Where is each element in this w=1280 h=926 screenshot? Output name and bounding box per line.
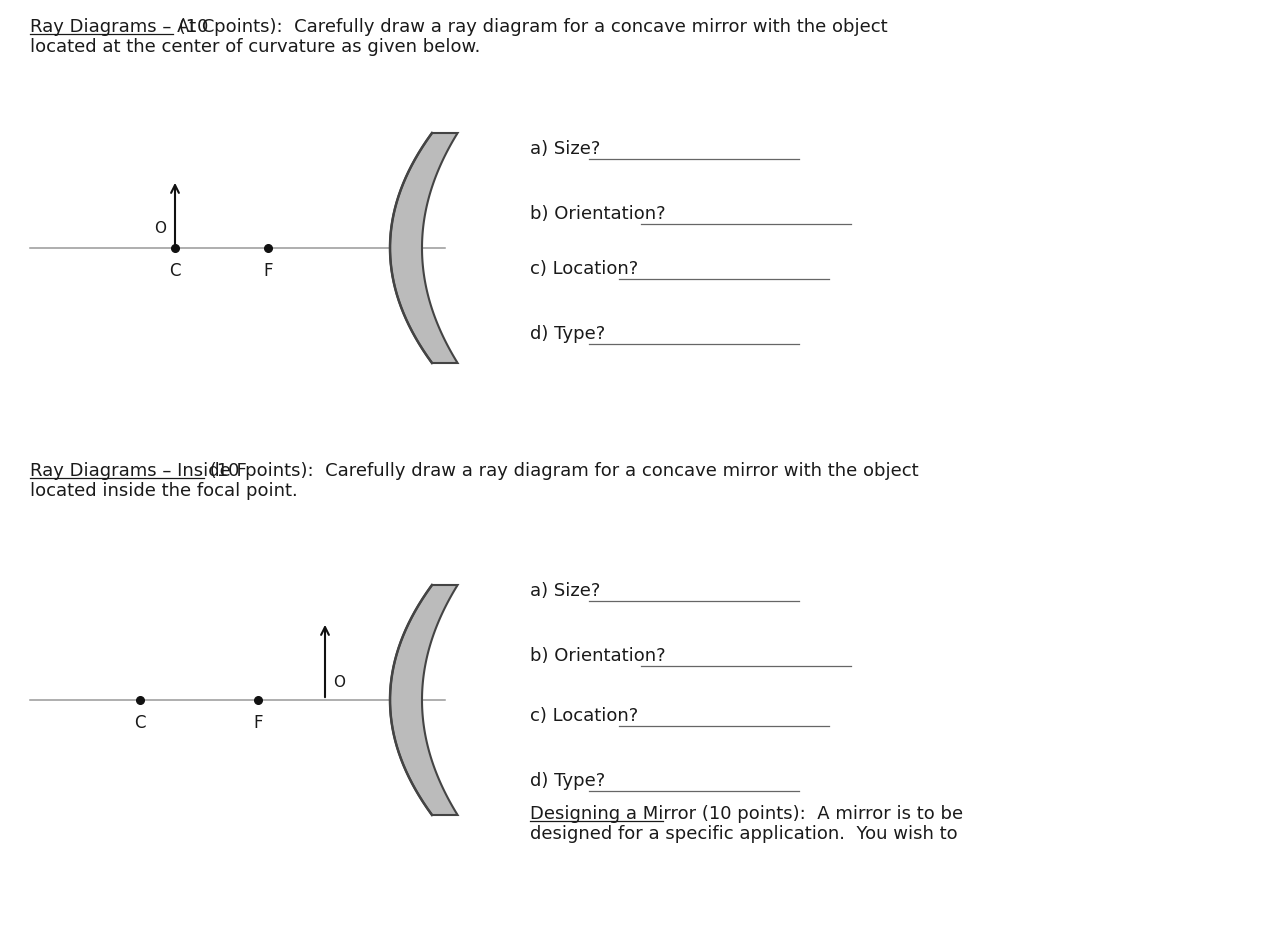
Text: C: C (169, 262, 180, 280)
Text: located at the center of curvature as given below.: located at the center of curvature as gi… (29, 38, 480, 56)
Text: a) Size?: a) Size? (530, 140, 600, 158)
Text: designed for a specific application.  You wish to: designed for a specific application. You… (530, 825, 957, 843)
Polygon shape (390, 133, 458, 363)
Text: (10 points):  Carefully draw a ray diagram for a concave mirror with the object: (10 points): Carefully draw a ray diagra… (174, 18, 888, 36)
Polygon shape (390, 585, 458, 815)
Text: b) Orientation?: b) Orientation? (530, 205, 666, 223)
Text: d) Type?: d) Type? (530, 325, 605, 343)
Text: d) Type?: d) Type? (530, 772, 605, 790)
Text: located inside the focal point.: located inside the focal point. (29, 482, 298, 500)
Text: Ray Diagrams – At C: Ray Diagrams – At C (29, 18, 214, 36)
Text: c) Location?: c) Location? (530, 707, 639, 725)
Text: c) Location?: c) Location? (530, 260, 639, 278)
Text: b) Orientation?: b) Orientation? (530, 647, 666, 665)
Text: F: F (264, 262, 273, 280)
Text: F: F (253, 714, 262, 732)
Text: Ray Diagrams – Inside F: Ray Diagrams – Inside F (29, 462, 247, 480)
Text: (10 points):  Carefully draw a ray diagram for a concave mirror with the object: (10 points): Carefully draw a ray diagra… (204, 462, 918, 480)
Text: Designing a Mirror (10 points):  A mirror is to be: Designing a Mirror (10 points): A mirror… (530, 805, 963, 823)
Text: O: O (333, 675, 346, 690)
Text: C: C (134, 714, 146, 732)
Text: a) Size?: a) Size? (530, 582, 600, 600)
Text: O: O (154, 221, 166, 236)
